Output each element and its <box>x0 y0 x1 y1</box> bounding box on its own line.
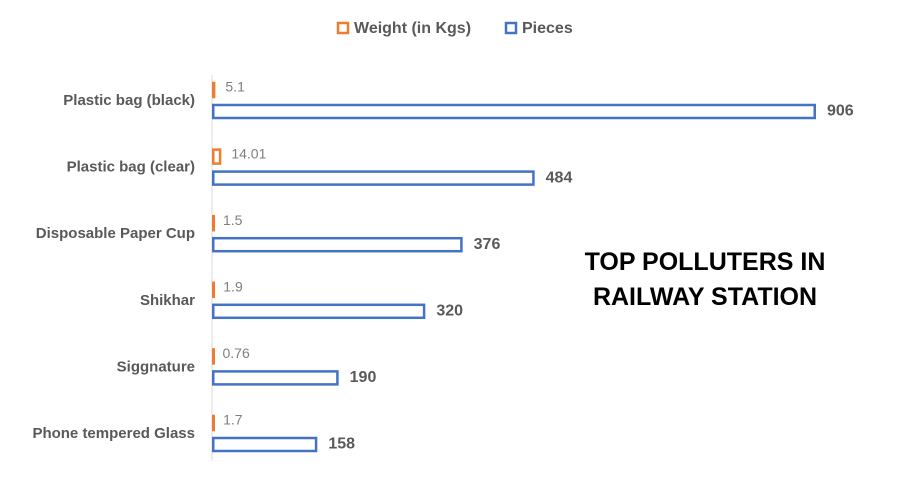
legend-label: Pieces <box>522 20 573 37</box>
value-label: 376 <box>474 236 501 253</box>
category-label: Shikhar <box>140 292 195 309</box>
value-label: 0.76 <box>223 345 250 361</box>
bar <box>212 281 215 299</box>
bar <box>212 103 816 120</box>
value-label: 1.7 <box>223 412 243 428</box>
legend-label: Weight (in Kgs) <box>354 20 471 37</box>
value-label: 1.9 <box>223 279 243 295</box>
value-label: 14.01 <box>231 145 266 161</box>
category-label: Phone tempered Glass <box>32 425 195 442</box>
bar <box>212 436 318 453</box>
bar <box>212 370 339 386</box>
category-label: Disposable Paper Cup <box>36 225 195 242</box>
value-label: 190 <box>350 369 377 386</box>
category-label: Plastic bag (clear) <box>67 159 195 176</box>
legend-marker <box>504 21 518 35</box>
bar <box>212 81 216 99</box>
bar <box>212 214 215 232</box>
bar <box>212 348 215 365</box>
bar <box>212 414 215 432</box>
legend-marker <box>336 21 350 35</box>
bar <box>212 170 535 186</box>
category-label: Plastic bag (black) <box>63 92 195 109</box>
chart-title: TOP POLLUTERS IN RAILWAY STATION <box>584 248 826 311</box>
bar <box>212 148 222 165</box>
value-label: 5.1 <box>225 79 245 95</box>
value-label: 1.5 <box>223 212 243 228</box>
value-label: 906 <box>827 103 854 120</box>
bar <box>212 236 463 253</box>
category-label: Siggnature <box>117 358 195 375</box>
value-label: 320 <box>436 303 463 320</box>
value-label: 484 <box>546 169 573 186</box>
value-label: 158 <box>328 436 355 453</box>
bar <box>212 303 426 320</box>
